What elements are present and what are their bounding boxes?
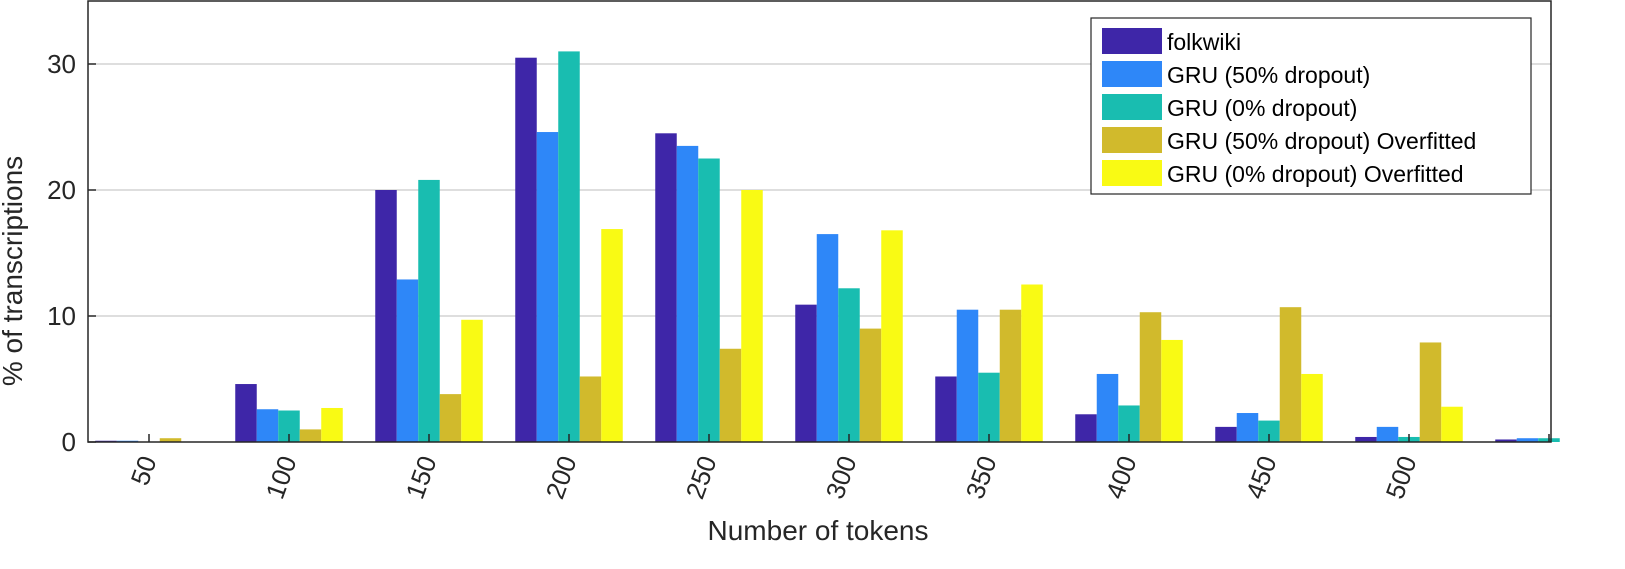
bar <box>396 279 419 442</box>
bar <box>999 309 1022 442</box>
bar <box>1301 373 1323 442</box>
bar <box>881 230 903 442</box>
bar <box>299 429 322 442</box>
x-tick-label: 300 <box>820 452 863 503</box>
bar <box>1279 307 1302 442</box>
bar <box>1021 284 1043 442</box>
legend: folkwiki GRU (50% dropout) GRU (0% dropout… <box>1090 17 1532 195</box>
bar <box>719 348 742 442</box>
x-tick-label: 200 <box>540 452 583 503</box>
x-tick-label: 400 <box>1100 452 1143 503</box>
y-tick-label: 30 <box>47 49 76 79</box>
x-axis-ticks: 50 100 150 200 250 300 350 400 450 500 <box>125 434 1550 503</box>
bar <box>698 158 720 442</box>
bar <box>375 190 397 442</box>
bar <box>956 309 979 442</box>
bars <box>95 51 1560 443</box>
bar <box>1516 438 1539 442</box>
legend-label: GRU (50% dropout) <box>1167 62 1370 88</box>
legend-swatch <box>1102 61 1162 87</box>
x-tick-label: 450 <box>1240 452 1283 503</box>
x-tick-label: 250 <box>680 452 723 503</box>
bar <box>741 190 763 442</box>
legend-swatch <box>1102 160 1162 186</box>
y-tick-label: 20 <box>47 175 76 205</box>
bar <box>601 229 623 442</box>
bar <box>461 319 483 442</box>
legend-swatch <box>1102 94 1162 120</box>
bar <box>1118 405 1140 442</box>
bar <box>1258 420 1280 442</box>
x-tick-label: 100 <box>260 452 303 503</box>
bar <box>795 304 817 442</box>
legend-label: GRU (50% dropout) Overfitted <box>1167 128 1476 154</box>
y-axis-ticks: 0 10 20 30 <box>47 49 96 457</box>
bar <box>1075 414 1097 442</box>
y-axis-title: % of transcriptions <box>0 156 28 386</box>
bar <box>676 145 699 442</box>
bar <box>558 51 580 443</box>
bar <box>278 410 300 442</box>
x-tick-label: 150 <box>400 452 443 503</box>
bar <box>321 407 343 442</box>
y-tick-label: 10 <box>47 301 76 331</box>
x-axis-title: Number of tokens <box>708 515 929 546</box>
bar <box>235 384 257 442</box>
y-tick-label: 0 <box>62 427 76 457</box>
bar <box>978 372 1000 442</box>
bar <box>1096 373 1119 442</box>
bar <box>935 376 957 442</box>
bar <box>159 438 182 442</box>
bar <box>439 394 462 442</box>
bar <box>418 179 440 443</box>
x-tick-label: 500 <box>1380 452 1423 503</box>
legend-label: folkwiki <box>1167 29 1241 55</box>
legend-swatch <box>1102 28 1162 54</box>
bar <box>256 409 279 442</box>
bar <box>1419 342 1442 442</box>
bar <box>1139 312 1162 442</box>
bar <box>536 132 559 443</box>
x-tick-label: 350 <box>960 452 1003 503</box>
legend-label: GRU (0% dropout) Overfitted <box>1167 161 1464 187</box>
legend-box <box>1090 17 1532 195</box>
bar <box>515 57 537 442</box>
plot-frame <box>87 0 1552 443</box>
bar <box>816 234 839 442</box>
bar <box>1236 413 1259 442</box>
bar <box>838 288 860 442</box>
bar <box>859 328 882 442</box>
bar <box>1376 426 1399 442</box>
bar <box>655 133 677 443</box>
x-tick-label: 50 <box>125 452 163 489</box>
legend-label: GRU (0% dropout) <box>1167 95 1357 121</box>
legend-swatch <box>1102 127 1162 153</box>
bar <box>1215 426 1237 442</box>
bar <box>579 376 602 442</box>
bar <box>1495 439 1517 442</box>
bar <box>1355 436 1377 442</box>
bar <box>1161 339 1183 442</box>
bar <box>1441 406 1463 442</box>
